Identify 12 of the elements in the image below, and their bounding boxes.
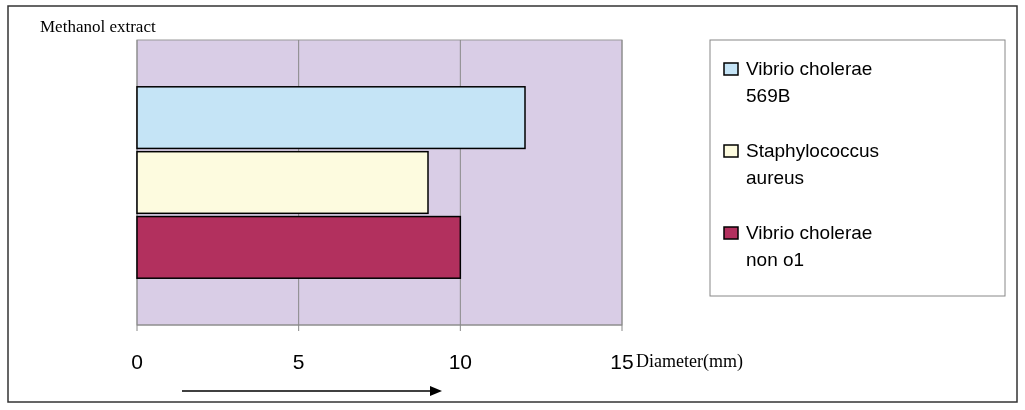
bar [136,86,526,150]
bar [136,215,462,279]
x-tick-label: 15 [610,350,634,373]
x-tick-label: 10 [448,350,473,373]
legend-label: Staphylococcus aureus [746,140,880,188]
x-tick-label: 0 [131,350,143,373]
x-axis-title: Diameter(mm) [636,351,743,372]
x-tick-label: 5 [292,350,305,373]
legend-label: Vibrio cholerae non o1 [746,222,873,270]
bar [136,150,429,215]
legend-label: Vibrio cholerae 569B [746,58,873,106]
chart-title: Methanol extract [40,17,156,36]
